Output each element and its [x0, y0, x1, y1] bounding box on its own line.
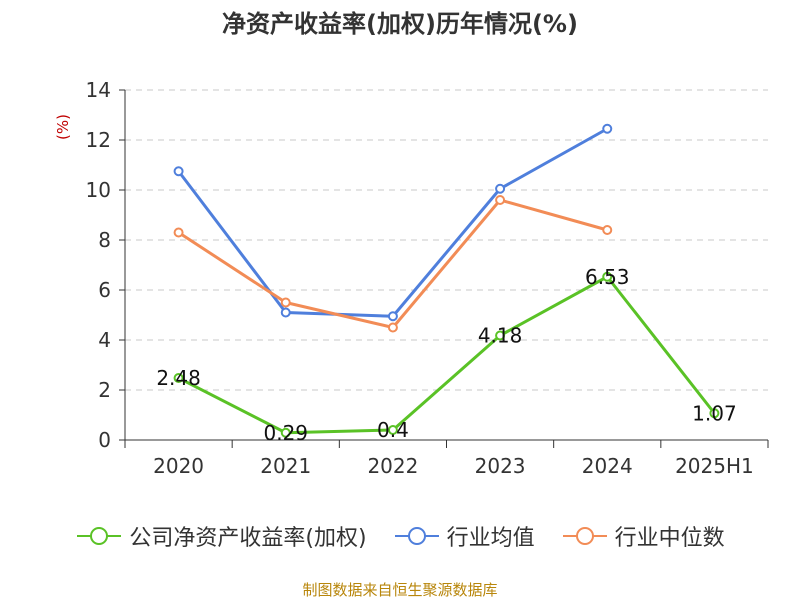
chart-title: 净资产收益率(加权)历年情况(%): [222, 10, 578, 38]
data-point: [387, 311, 398, 322]
data-point: [495, 330, 506, 341]
grid-lines: [125, 89, 768, 391]
series-lines: [173, 123, 720, 438]
legend-label-company: 公司净资产收益率(加权): [129, 526, 367, 551]
y-tick-label: 14: [86, 78, 111, 102]
x-tick-label: 2020: [153, 454, 204, 478]
series-line: [177, 275, 716, 435]
y-tick-label: 2: [98, 378, 111, 402]
data-point: [280, 307, 291, 318]
x-tick-label: 2023: [475, 454, 526, 478]
legend-item-company[interactable]: 公司净资产收益率(加权): [75, 520, 367, 552]
data-point: [173, 166, 184, 177]
data-label: 6.53: [585, 265, 630, 289]
legend-marker-industry-median: [562, 527, 607, 545]
legend: 公司净资产收益率(加权) 行业均值 行业中位数: [0, 520, 800, 552]
data-point: [495, 195, 506, 205]
legend-item-industry-median[interactable]: 行业中位数: [561, 520, 725, 552]
data-point: [280, 427, 291, 438]
series-line: [177, 127, 608, 318]
y-tick-label: 8: [98, 228, 111, 252]
x-tick-label: 2024: [582, 454, 633, 478]
data-point: [387, 322, 398, 333]
legend-label-industry-median: 行业中位数: [614, 526, 725, 551]
x-tick-label: 2022: [367, 454, 418, 478]
y-tick-label: 0: [98, 428, 111, 452]
y-tick-label: 6: [98, 278, 111, 302]
x-tick-label: 2021: [260, 454, 311, 478]
data-label: 2.48: [156, 366, 201, 390]
data-label: 0.29: [263, 421, 308, 445]
y-tick-label: 4: [98, 328, 111, 352]
data-point: [495, 183, 506, 194]
data-point: [709, 408, 720, 419]
data-point: [602, 271, 613, 282]
legend-label-industry-mean: 行业均值: [446, 526, 535, 551]
data-labels: 2.48 0.29 0.4 4.18 6.53 1.07: [156, 265, 736, 445]
data-point: [387, 425, 398, 435]
axes: 0 2 4 6 8 10 12 14 2020 2021 2022 2023 2024 2025H1: [86, 78, 769, 478]
legend-marker-industry-mean: [394, 527, 439, 545]
data-point: [173, 373, 184, 383]
legend-item-industry-mean[interactable]: 行业均值: [393, 520, 535, 552]
series-line: [177, 198, 608, 329]
data-point: [602, 123, 613, 134]
data-point: [602, 225, 613, 235]
data-point: [280, 297, 291, 308]
y-tick-label: 10: [86, 178, 111, 202]
legend-marker-company: [77, 527, 122, 545]
x-tick-label: 2025H1: [675, 454, 754, 478]
data-label: 4.18: [478, 324, 523, 348]
data-label: 1.07: [692, 401, 737, 425]
y-tick-label: 12: [86, 128, 111, 152]
data-point: [173, 227, 184, 238]
data-source-note: 制图数据来自恒生聚源数据库: [302, 581, 498, 599]
data-label: 0.4: [377, 418, 409, 442]
